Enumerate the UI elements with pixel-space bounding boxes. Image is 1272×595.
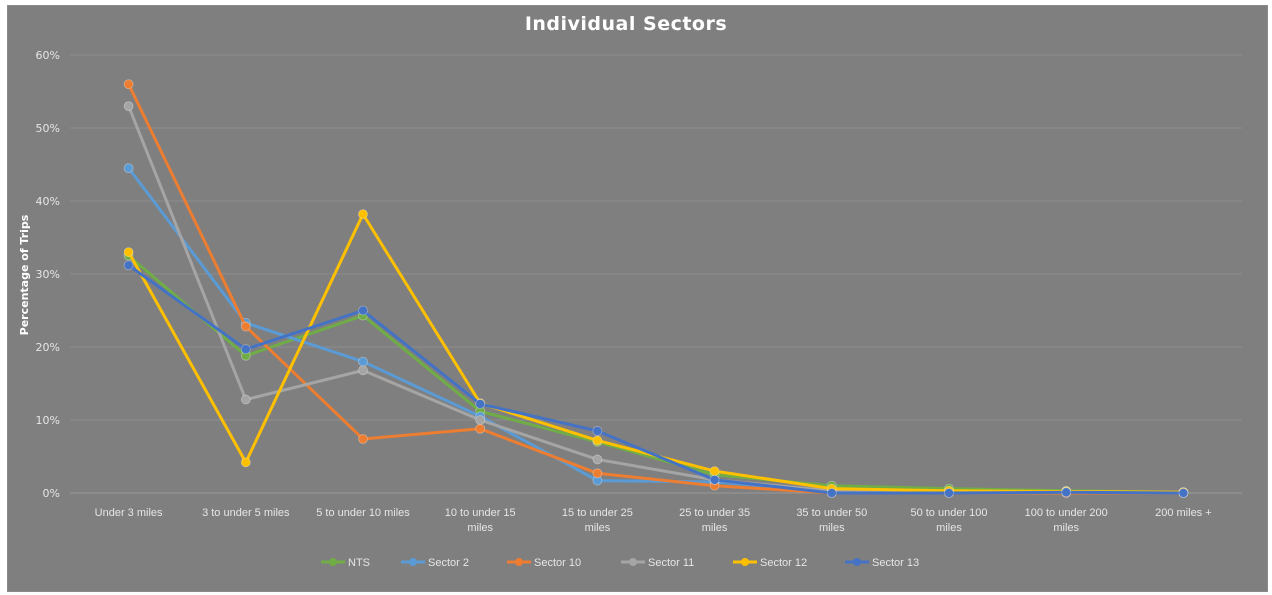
- data-point: [592, 454, 603, 465]
- x-tick-label: 10 to under 15 miles: [445, 507, 516, 534]
- data-point: [123, 79, 134, 90]
- data-point: [592, 468, 603, 479]
- y-tick-label: 20%: [36, 341, 60, 354]
- legend-item-sector-10: Sector 10: [507, 557, 581, 569]
- x-tick-label: 35 to under 50 miles: [796, 507, 867, 534]
- series-sector-13: [123, 260, 1189, 498]
- series-line-sector-2: [127, 166, 1185, 495]
- x-tick-label: 5 to under 10 miles: [316, 507, 410, 519]
- data-point: [944, 488, 954, 498]
- data-point: [240, 394, 251, 405]
- data-point: [240, 457, 251, 468]
- x-tick-label: 100 to under 200 miles: [1025, 507, 1108, 534]
- legend: NTS Sector 2 Sector 10 Sector 11 Sector 12 Se…: [321, 557, 919, 569]
- data-point: [1178, 488, 1189, 498]
- data-point: [240, 321, 251, 332]
- legend-swatch-marker: [853, 558, 861, 566]
- legend-item-nts: NTS: [321, 557, 370, 569]
- x-tick-label: 15 to under 25 miles: [562, 507, 633, 534]
- data-point: [358, 209, 368, 220]
- data-point: [1061, 487, 1072, 498]
- series-lines: [123, 79, 1189, 498]
- legend-swatch-marker: [409, 558, 417, 566]
- legend-item-sector-12: Sector 12: [733, 557, 807, 569]
- data-point: [709, 466, 720, 477]
- x-tick-label: Under 3 miles: [95, 507, 163, 519]
- data-point: [123, 163, 134, 174]
- y-tick-label: 30%: [36, 268, 60, 281]
- data-point: [358, 356, 368, 367]
- legend-swatch-marker: [741, 558, 749, 566]
- legend-label: Sector 13: [872, 557, 919, 569]
- data-point: [592, 435, 603, 446]
- legend-label: Sector 11: [648, 557, 694, 569]
- series-line-sector-11: [127, 104, 1185, 494]
- series-line-sector-10: [127, 82, 1185, 495]
- legend-label: NTS: [348, 557, 370, 569]
- legend-item-sector-13: Sector 13: [845, 557, 919, 569]
- y-tick-label: 60%: [36, 49, 60, 62]
- data-point: [358, 365, 368, 376]
- data-point: [826, 488, 837, 498]
- x-tick-label: 50 to under 100 miles: [910, 507, 987, 534]
- data-point: [358, 434, 368, 444]
- y-tick-label: 0%: [43, 487, 60, 500]
- x-tick-label: 25 to under 35 miles: [679, 507, 750, 534]
- legend-swatch-marker: [329, 558, 337, 566]
- y-axis-label: Percentage of Trips: [18, 214, 31, 335]
- data-point: [475, 415, 486, 425]
- series-sector-10: [123, 79, 1189, 498]
- legend-swatch-marker: [629, 558, 637, 566]
- data-point: [123, 260, 134, 271]
- data-point: [709, 474, 720, 485]
- data-point: [240, 344, 251, 355]
- legend-label: Sector 2: [428, 557, 469, 569]
- series-line-sector-12: [127, 212, 1185, 494]
- gridlines: [70, 54, 1242, 494]
- y-tick-label: 10%: [36, 414, 60, 427]
- legend-item-sector-2: Sector 2: [401, 557, 469, 569]
- data-point: [592, 426, 603, 436]
- data-point: [475, 423, 486, 434]
- data-point: [475, 399, 486, 409]
- series-sector-11: [123, 101, 1189, 498]
- y-tick-label: 40%: [36, 195, 60, 208]
- series-nts: [123, 250, 1189, 498]
- series-sector-12: [123, 209, 1189, 498]
- legend-label: Sector 10: [534, 557, 581, 569]
- x-axis-ticks: Under 3 miles 3 to under 5 miles 5 to unde…: [95, 507, 1212, 534]
- legend-swatch-marker: [515, 558, 523, 566]
- series-line-sector-13: [127, 263, 1185, 495]
- y-axis-ticks: 0% 10% 20% 30% 40% 50% 60%: [36, 49, 60, 500]
- data-point: [358, 305, 368, 316]
- series-sector-2: [123, 163, 1189, 498]
- chart-title: Individual Sectors: [525, 13, 727, 35]
- x-tick-label: 200 miles +: [1155, 507, 1212, 519]
- legend-label: Sector 12: [760, 557, 807, 569]
- data-point: [123, 247, 134, 258]
- y-tick-label: 50%: [36, 122, 60, 135]
- x-tick-label: 3 to under 5 miles: [202, 507, 290, 519]
- legend-item-sector-11: Sector 11: [621, 557, 694, 569]
- data-point: [123, 101, 134, 111]
